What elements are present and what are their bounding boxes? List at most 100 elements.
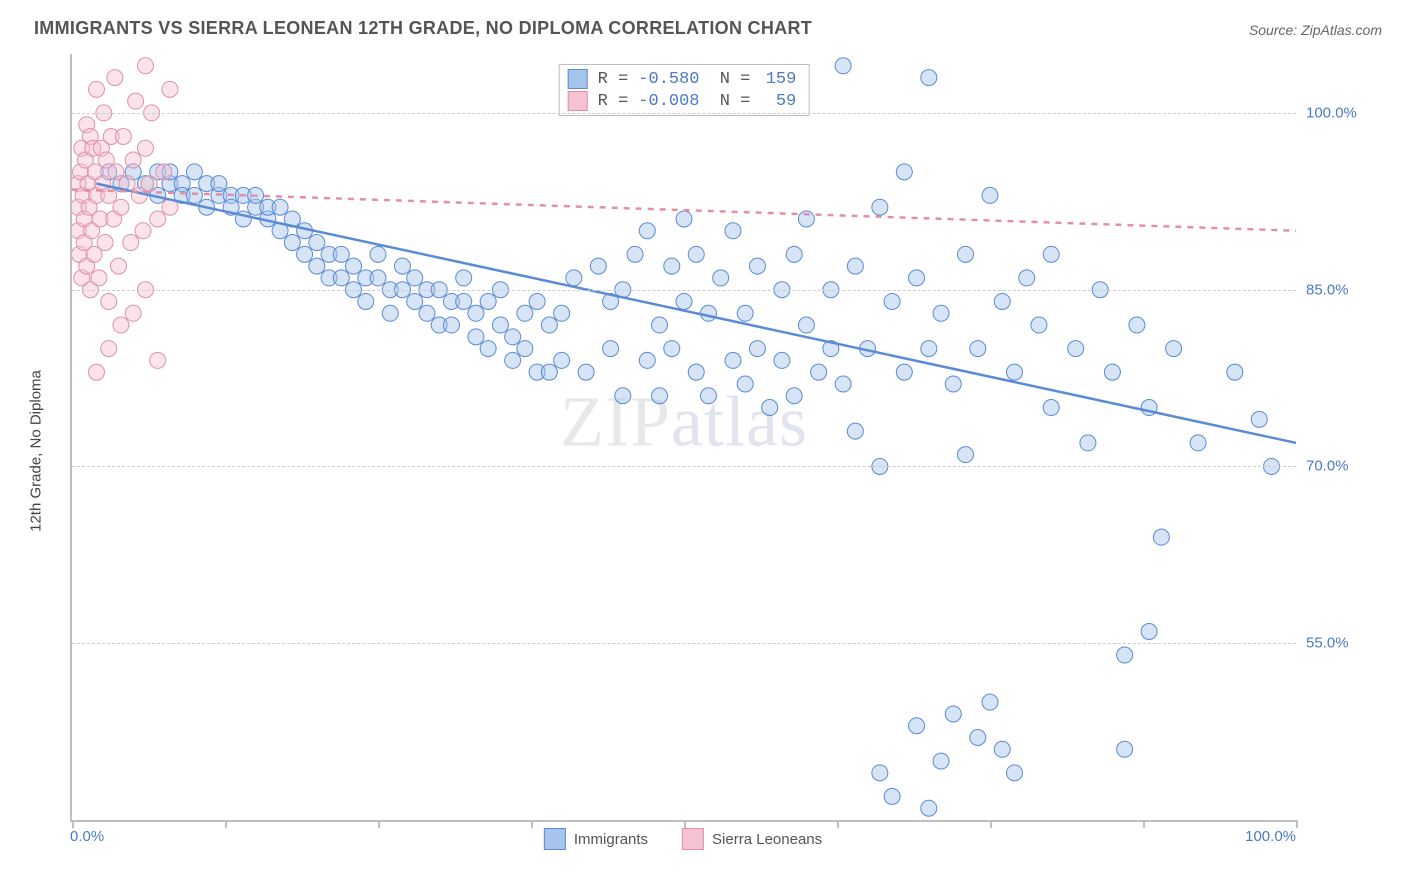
data-point xyxy=(370,246,386,262)
data-point xyxy=(713,270,729,286)
n-label: N = xyxy=(710,70,751,89)
data-point xyxy=(480,341,496,357)
x-tick xyxy=(684,820,686,828)
data-point xyxy=(101,341,117,357)
gridline xyxy=(72,643,1296,644)
data-point xyxy=(505,329,521,345)
n-label: N = xyxy=(710,92,751,111)
data-point xyxy=(884,788,900,804)
data-point xyxy=(676,211,692,227)
data-point xyxy=(125,152,141,168)
data-point xyxy=(529,293,545,309)
data-point xyxy=(811,364,827,380)
data-point xyxy=(994,741,1010,757)
data-point xyxy=(639,352,655,368)
data-point xyxy=(346,258,362,274)
correlation-legend: R = -0.580 N = 159 R = -0.008 N = 59 xyxy=(559,64,810,116)
data-point xyxy=(137,140,153,156)
data-point xyxy=(896,164,912,180)
n-value: 59 xyxy=(760,92,796,111)
trend-line xyxy=(96,184,1296,443)
y-tick-label: 85.0% xyxy=(1306,281,1376,298)
gridline xyxy=(72,290,1296,291)
data-point xyxy=(123,235,139,251)
legend-item: Sierra Leoneans xyxy=(682,828,822,850)
series-legend: Immigrants Sierra Leoneans xyxy=(544,828,822,850)
data-point xyxy=(186,187,202,203)
y-tick-label: 70.0% xyxy=(1306,458,1376,475)
data-point xyxy=(407,293,423,309)
data-point xyxy=(847,423,863,439)
data-point xyxy=(1080,435,1096,451)
data-point xyxy=(517,305,533,321)
x-tick xyxy=(837,820,839,828)
data-point xyxy=(88,81,104,97)
data-point xyxy=(333,270,349,286)
data-point xyxy=(113,199,129,215)
x-tick xyxy=(1296,820,1298,828)
data-point xyxy=(676,293,692,309)
data-point xyxy=(1006,765,1022,781)
y-tick-label: 55.0% xyxy=(1306,635,1376,652)
data-point xyxy=(211,176,227,192)
data-point xyxy=(872,765,888,781)
data-point xyxy=(115,128,131,144)
data-point xyxy=(921,341,937,357)
data-point xyxy=(786,388,802,404)
data-point xyxy=(309,258,325,274)
data-point xyxy=(284,235,300,251)
x-tick xyxy=(531,820,533,828)
data-point xyxy=(156,164,172,180)
plot-region: ZIPatlas R = -0.580 N = 159 R = -0.008 N… xyxy=(70,54,1296,822)
n-value: 159 xyxy=(760,70,796,89)
correlation-row: R = -0.008 N = 59 xyxy=(568,91,797,111)
data-point xyxy=(945,376,961,392)
data-point xyxy=(1141,623,1157,639)
correlation-row: R = -0.580 N = 159 xyxy=(568,69,797,89)
data-point xyxy=(945,706,961,722)
data-point xyxy=(1227,364,1243,380)
x-tick xyxy=(72,820,74,828)
data-point xyxy=(933,305,949,321)
data-point xyxy=(958,246,974,262)
data-point xyxy=(309,235,325,251)
x-tick xyxy=(990,820,992,828)
data-point xyxy=(688,364,704,380)
data-point xyxy=(554,305,570,321)
data-point xyxy=(370,270,386,286)
data-point xyxy=(835,376,851,392)
data-point xyxy=(456,270,472,286)
data-point xyxy=(1006,364,1022,380)
data-point xyxy=(456,293,472,309)
data-point xyxy=(786,246,802,262)
data-point xyxy=(97,235,113,251)
legend-label: Sierra Leoneans xyxy=(712,831,822,848)
data-point xyxy=(394,258,410,274)
data-point xyxy=(407,270,423,286)
data-point xyxy=(615,388,631,404)
data-point xyxy=(333,246,349,262)
data-point xyxy=(652,317,668,333)
chart-area: 12th Grade, No Diploma ZIPatlas R = -0.5… xyxy=(50,50,1386,852)
data-point xyxy=(113,317,129,333)
data-point xyxy=(872,199,888,215)
data-point xyxy=(272,199,288,215)
data-point xyxy=(382,305,398,321)
data-point xyxy=(725,223,741,239)
data-point xyxy=(91,270,107,286)
data-point xyxy=(970,341,986,357)
data-point xyxy=(107,70,123,86)
data-point xyxy=(664,341,680,357)
data-point xyxy=(798,317,814,333)
data-point xyxy=(909,718,925,734)
data-point xyxy=(1190,435,1206,451)
data-point xyxy=(1043,246,1059,262)
data-point xyxy=(1117,647,1133,663)
data-point xyxy=(137,58,153,74)
data-point xyxy=(186,164,202,180)
data-point xyxy=(921,800,937,816)
data-point xyxy=(141,176,157,192)
data-point xyxy=(774,352,790,368)
data-point xyxy=(517,341,533,357)
data-point xyxy=(994,293,1010,309)
